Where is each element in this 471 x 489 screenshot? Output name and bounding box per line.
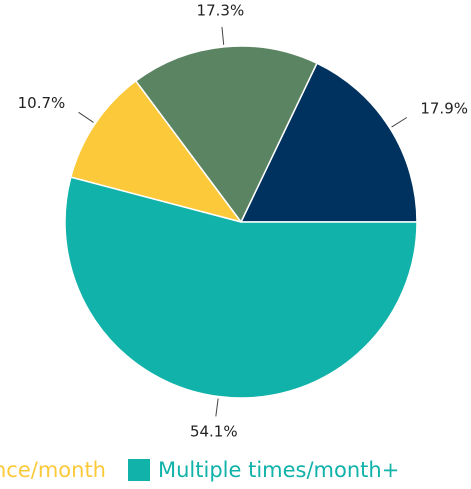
data-label: 10.7% bbox=[18, 94, 66, 112]
pie-slice bbox=[239, 62, 418, 223]
data-label: 17.3% bbox=[197, 2, 245, 20]
pie-slice bbox=[134, 45, 318, 224]
data-label: 17.9% bbox=[420, 99, 468, 117]
leader-line bbox=[78, 111, 94, 123]
leader-line bbox=[215, 398, 219, 417]
legend-swatch bbox=[128, 459, 150, 481]
pie-slice bbox=[69, 79, 243, 224]
leader-line bbox=[391, 117, 408, 128]
pie-slice bbox=[64, 176, 418, 399]
legend-label: Once/month bbox=[0, 458, 106, 482]
data-label: 54.1% bbox=[190, 423, 238, 441]
legend-label: Multiple times/month+ bbox=[158, 458, 399, 482]
leader-line bbox=[221, 26, 225, 45]
